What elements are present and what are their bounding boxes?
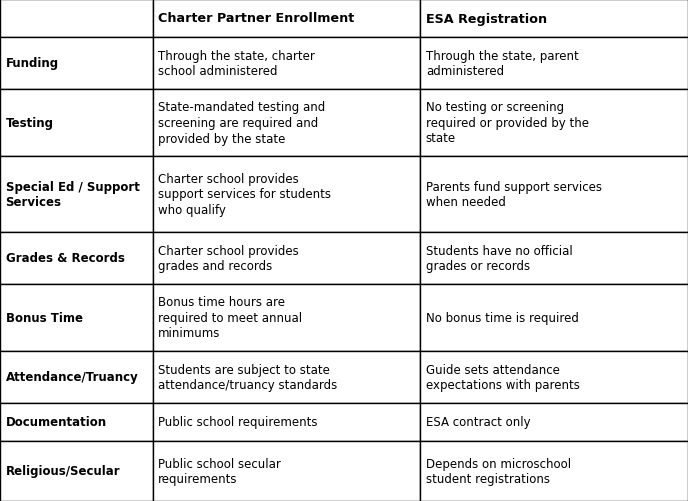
Text: Grades & Records: Grades & Records	[6, 252, 125, 265]
Text: Guide sets attendance
expectations with parents: Guide sets attendance expectations with …	[426, 363, 580, 391]
Bar	[0, 351, 153, 403]
Bar	[420, 38, 688, 90]
Text: Parents fund support services
when needed: Parents fund support services when neede…	[426, 180, 602, 209]
Text: Through the state, charter
school administered: Through the state, charter school admini…	[158, 50, 315, 78]
Bar	[420, 403, 688, 441]
Text: Charter school provides
support services for students
who qualify: Charter school provides support services…	[158, 173, 331, 216]
Text: No bonus time is required: No bonus time is required	[426, 312, 579, 324]
Text: Through the state, parent
administered: Through the state, parent administered	[426, 50, 579, 78]
Text: Religious/Secular: Religious/Secular	[6, 464, 120, 477]
Text: No testing or screening
required or provided by the
state: No testing or screening required or prov…	[426, 101, 589, 145]
Text: Bonus time hours are
required to meet annual
minimums: Bonus time hours are required to meet an…	[158, 296, 302, 340]
Bar	[0, 157, 153, 232]
Text: Attendance/Truancy: Attendance/Truancy	[6, 371, 138, 384]
Bar	[153, 90, 420, 157]
Bar	[420, 232, 688, 285]
Text: Documentation: Documentation	[6, 416, 107, 429]
Text: Public school requirements: Public school requirements	[158, 416, 318, 429]
Bar	[420, 441, 688, 501]
Bar	[0, 403, 153, 441]
Text: ESA contract only: ESA contract only	[426, 416, 530, 429]
Text: Funding: Funding	[6, 58, 58, 70]
Bar	[420, 0, 688, 38]
Text: Charter school provides
grades and records: Charter school provides grades and recor…	[158, 244, 299, 273]
Text: Bonus Time: Bonus Time	[6, 312, 83, 324]
Bar	[0, 232, 153, 285]
Text: Special Ed / Support
Services: Special Ed / Support Services	[6, 180, 140, 209]
Bar	[153, 285, 420, 351]
Bar	[153, 403, 420, 441]
Bar	[0, 441, 153, 501]
Bar	[420, 351, 688, 403]
Bar	[153, 157, 420, 232]
Bar	[420, 285, 688, 351]
Bar	[153, 232, 420, 285]
Bar	[153, 441, 420, 501]
Bar	[0, 90, 153, 157]
Bar	[0, 38, 153, 90]
Bar	[153, 0, 420, 38]
Bar	[0, 285, 153, 351]
Text: Charter Partner Enrollment: Charter Partner Enrollment	[158, 13, 354, 26]
Text: State-mandated testing and
screening are required and
provided by the state: State-mandated testing and screening are…	[158, 101, 325, 145]
Bar	[153, 351, 420, 403]
Bar	[153, 38, 420, 90]
Text: Students are subject to state
attendance/truancy standards: Students are subject to state attendance…	[158, 363, 338, 391]
Text: Testing: Testing	[6, 117, 54, 130]
Text: Public school secular
requirements: Public school secular requirements	[158, 457, 281, 485]
Bar	[0, 0, 153, 38]
Bar	[420, 90, 688, 157]
Bar	[420, 157, 688, 232]
Text: Depends on microschool
student registrations: Depends on microschool student registrat…	[426, 457, 571, 485]
Text: ESA Registration: ESA Registration	[426, 13, 547, 26]
Text: Students have no official
grades or records: Students have no official grades or reco…	[426, 244, 572, 273]
